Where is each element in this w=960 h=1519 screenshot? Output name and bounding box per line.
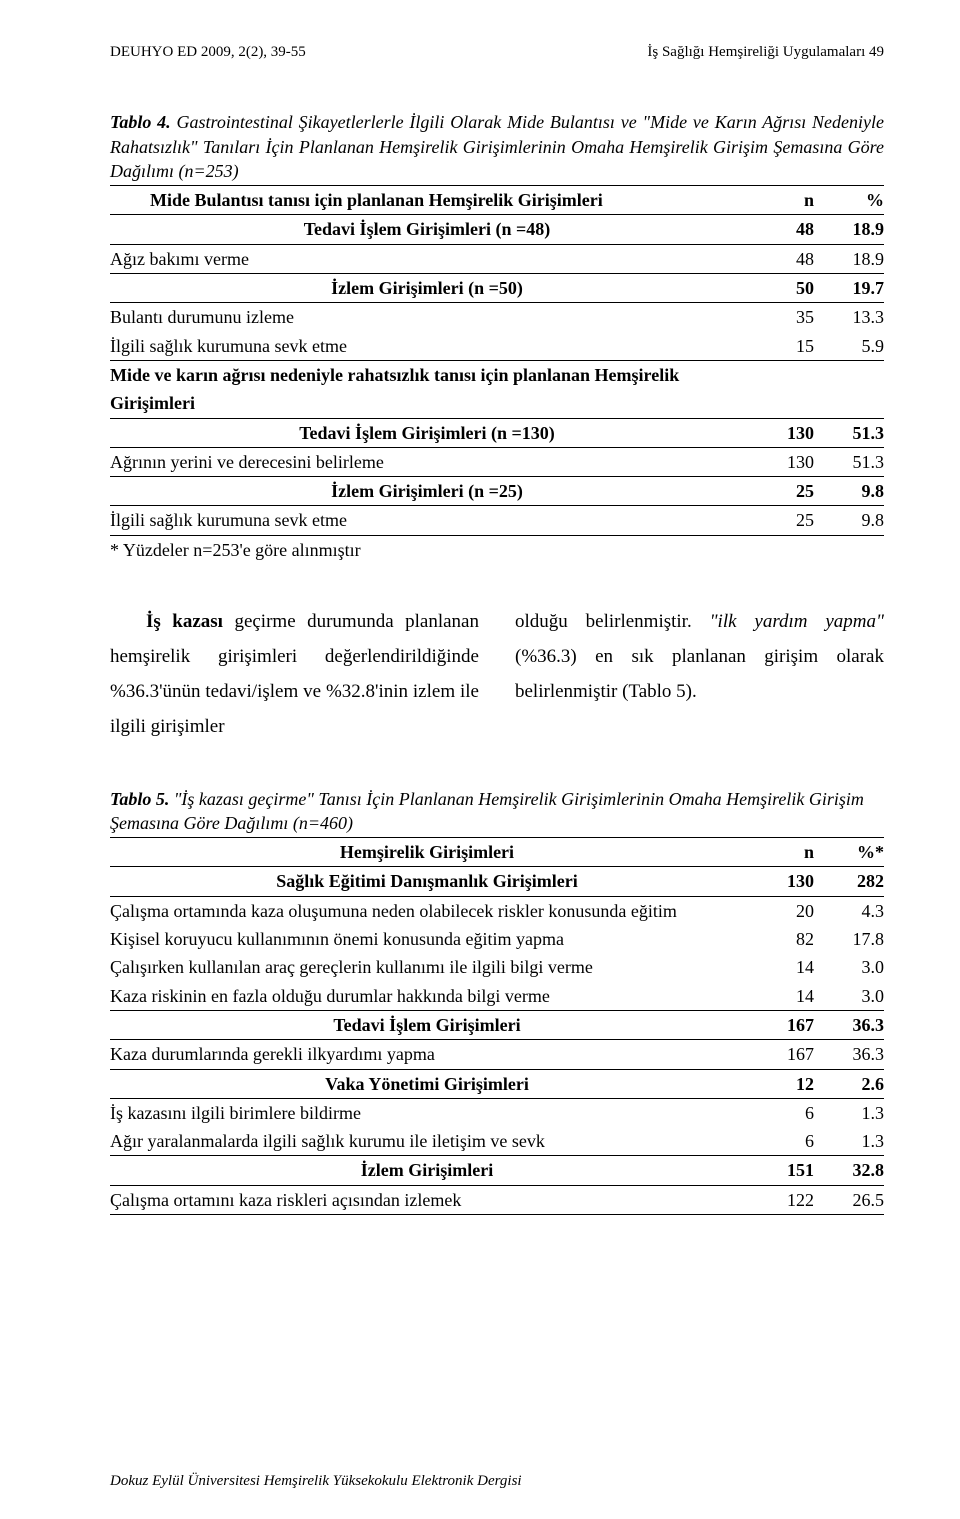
body-right-italic: "ilk yardım yap­ma" xyxy=(710,611,884,632)
table4-head-p: % xyxy=(814,186,884,215)
table4-r5-n: 25 xyxy=(744,506,814,535)
table5-r2-p: 17.8 xyxy=(814,925,884,953)
table5: Hemşirelik Girişimleri n %* Sağlık Eğiti… xyxy=(110,837,884,1215)
running-header: DEUHYO ED 2009, 2(2), 39-55 İş Sağlığı H… xyxy=(110,42,884,62)
table5-r5-label: Kaza durumlarında gerekli ilkyardımı yap… xyxy=(110,1040,744,1069)
header-left: DEUHYO ED 2009, 2(2), 39-55 xyxy=(110,42,306,62)
table5-caption-text: "İş kazası geçirme" Tanısı İçin Planlana… xyxy=(110,789,864,833)
table4-sub2-label: İzlem Girişimleri (n =50) xyxy=(110,274,744,303)
table4-r2-label: Bulantı durumunu izleme xyxy=(110,303,744,332)
header-right: İş Sağlığı Hemşireliği Uygulamaları 49 xyxy=(647,42,884,62)
table4-group2-line2: Girişimleri xyxy=(110,389,744,418)
table5-r8-label: Çalışma ortamını kaza riskleri açısından… xyxy=(110,1185,744,1214)
body-text: İş kazası geçirme durumunda planlanan he… xyxy=(110,604,884,745)
table5-r1-label: Çalışma ortamında kaza oluşumuna neden o… xyxy=(110,896,744,925)
table5-r6-p: 1.3 xyxy=(814,1098,884,1127)
table5-r6-n: 6 xyxy=(744,1098,814,1127)
body-right-2: (%36.3) en sık planlanan girişim olarak … xyxy=(515,646,884,702)
table5-r4-n: 14 xyxy=(744,982,814,1011)
table5-head-n: n xyxy=(744,838,814,867)
table4-r3-label: İlgili sağlık kurumuna sevk etme xyxy=(110,332,744,361)
table4-footnote: * Yüzdeler n=253'e göre alınmıştır xyxy=(110,536,884,562)
table5-sub3-label: Vaka Yönetimi Girişimleri xyxy=(110,1069,744,1098)
table5-sub2-p: 36.3 xyxy=(814,1010,884,1039)
table4-r3-n: 15 xyxy=(744,332,814,361)
table5-r8-n: 122 xyxy=(744,1185,814,1214)
table5-r3-p: 3.0 xyxy=(814,953,884,981)
body-left-bold: İş kazası xyxy=(146,611,223,632)
table4-group2-line1: Mide ve karın ağrısı nedeniyle rahatsızl… xyxy=(110,360,744,389)
table5-r3-n: 14 xyxy=(744,953,814,981)
table4-sub1-n: 48 xyxy=(744,215,814,244)
table5-sub1-label: Sağlık Eğitimi Danışmanlık Girişimleri xyxy=(110,867,744,896)
table5-sub1-n: 130 xyxy=(744,867,814,896)
table4-head-n: n xyxy=(744,186,814,215)
table5-head-label: Hemşirelik Girişimleri xyxy=(110,838,744,867)
table4-r3-p: 5.9 xyxy=(814,332,884,361)
table5-r7-p: 1.3 xyxy=(814,1127,884,1156)
table5-sub2-n: 167 xyxy=(744,1010,814,1039)
table4-r1-p: 18.9 xyxy=(814,244,884,273)
table5-r5-p: 36.3 xyxy=(814,1040,884,1069)
table5-sub3-p: 2.6 xyxy=(814,1069,884,1098)
table5-r2-n: 82 xyxy=(744,925,814,953)
table5-caption-label: Tablo 5. xyxy=(110,789,169,809)
table4-sub3-n: 130 xyxy=(744,418,814,447)
table4-r2-p: 13.3 xyxy=(814,303,884,332)
table4-r5-label: İlgili sağlık kurumuna sevk etme xyxy=(110,506,744,535)
table5-sub2-label: Tedavi İşlem Girişimleri xyxy=(110,1010,744,1039)
table4-caption-label: Tablo 4. xyxy=(110,112,171,132)
table5-r4-p: 3.0 xyxy=(814,982,884,1011)
body-right-column: olduğu belirlenmiştir. "ilk yardım yap­m… xyxy=(515,604,884,745)
table4-caption: Tablo 4. Gastrointestinal Şikayetlerlerl… xyxy=(110,110,884,183)
table5-r7-label: Ağır yaralanmalarda ilgili sağlık kurumu… xyxy=(110,1127,744,1156)
table5-r7-n: 6 xyxy=(744,1127,814,1156)
table4-r4-p: 51.3 xyxy=(814,447,884,476)
table5-r8-p: 26.5 xyxy=(814,1185,884,1214)
table4-sub3-p: 51.3 xyxy=(814,418,884,447)
table4-r2-n: 35 xyxy=(744,303,814,332)
table4: Mide Bulantısı tanısı için planlanan Hem… xyxy=(110,185,884,536)
table4-sub4-label: İzlem Girişimleri (n =25) xyxy=(110,477,744,506)
table5-head-p: %* xyxy=(814,838,884,867)
table5-sub4-label: İzlem Girişimleri xyxy=(110,1156,744,1185)
page: DEUHYO ED 2009, 2(2), 39-55 İş Sağlığı H… xyxy=(0,0,960,1519)
table4-r4-n: 130 xyxy=(744,447,814,476)
table5-r1-p: 4.3 xyxy=(814,896,884,925)
table4-sub4-n: 25 xyxy=(744,477,814,506)
table5-sub3-n: 12 xyxy=(744,1069,814,1098)
table5-r6-label: İş kazasını ilgili birimlere bildirme xyxy=(110,1098,744,1127)
page-footer: Dokuz Eylül Üniversitesi Hemşirelik Yüks… xyxy=(110,1471,522,1491)
table5-r1-n: 20 xyxy=(744,896,814,925)
table4-r1-label: Ağız bakımı verme xyxy=(110,244,744,273)
table4-head-label: Mide Bulantısı tanısı için planlanan Hem… xyxy=(110,186,744,215)
table4-r4-label: Ağrının yerini ve derecesini belirleme xyxy=(110,447,744,476)
table4-sub1-p: 18.9 xyxy=(814,215,884,244)
table5-r2-label: Kişisel koruyucu kullanımının önemi konu… xyxy=(110,925,744,953)
table4-caption-text: Gastrointestinal Şikayetlerlerle İlgili … xyxy=(110,112,884,181)
table5-r4-label: Kaza riskinin en fazla olduğu durumlar h… xyxy=(110,982,744,1011)
table4-r5-p: 9.8 xyxy=(814,506,884,535)
table5-r3-label: Çalışırken kullanılan araç gereçlerin ku… xyxy=(110,953,744,981)
table4-sub2-n: 50 xyxy=(744,274,814,303)
table4-sub3-label: Tedavi İşlem Girişimleri (n =130) xyxy=(110,418,744,447)
table4-r1-n: 48 xyxy=(744,244,814,273)
table5-r5-n: 167 xyxy=(744,1040,814,1069)
table5-sub4-n: 151 xyxy=(744,1156,814,1185)
table5-sub4-p: 32.8 xyxy=(814,1156,884,1185)
body-left-column: İş kazası geçirme durumunda planlanan he… xyxy=(110,604,479,745)
table4-sub1-label: Tedavi İşlem Girişimleri (n =48) xyxy=(110,215,744,244)
table4-sub4-p: 9.8 xyxy=(814,477,884,506)
table5-sub1-p: 282 xyxy=(814,867,884,896)
body-right-1: olduğu belirlenmiştir. xyxy=(515,611,692,632)
table4-sub2-p: 19.7 xyxy=(814,274,884,303)
